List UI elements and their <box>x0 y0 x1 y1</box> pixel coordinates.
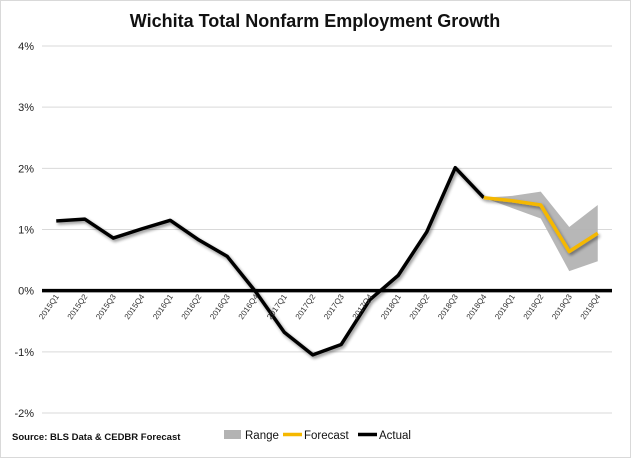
x-tick-label: 2019Q2 <box>522 292 546 321</box>
actual-series-line <box>56 165 486 357</box>
x-tick-label: 2016Q4 <box>237 292 261 321</box>
x-tick-label: 2016Q1 <box>151 292 175 321</box>
x-tick-label: 2018Q1 <box>379 292 403 321</box>
legend: Range Forecast Actual <box>224 430 411 442</box>
y-tick-label: -2% <box>14 408 34 420</box>
x-tick-label: 2017Q3 <box>322 292 346 321</box>
x-tick-label: 2016Q2 <box>180 292 204 321</box>
x-tick-label: 2018Q4 <box>465 292 489 321</box>
x-tick-label: 2019Q4 <box>579 292 603 321</box>
y-tick-label: -1% <box>14 347 34 359</box>
x-tick-label: 2017Q2 <box>294 292 318 321</box>
legend-label-range: Range <box>245 430 279 442</box>
x-axis: 2015Q1 2015Q2 2015Q3 2015Q4 2016Q1 2016Q2 2016… <box>37 292 603 321</box>
y-tick-label: 0% <box>18 286 34 298</box>
x-tick-label: 2015Q3 <box>94 292 118 321</box>
y-tick-label: 1% <box>18 225 34 237</box>
y-axis: -2% -1% 0% 1% 2% 3% 4% <box>14 41 34 420</box>
x-tick-label: 2015Q1 <box>37 292 61 321</box>
x-tick-label: 2019Q3 <box>550 292 574 321</box>
legend-label-forecast: Forecast <box>304 430 350 442</box>
x-tick-label: 2015Q4 <box>123 292 147 321</box>
legend-label-actual: Actual <box>379 430 411 442</box>
x-tick-label: 2017Q4 <box>351 292 375 321</box>
x-tick-label: 2018Q2 <box>408 292 432 321</box>
x-tick-label: 2019Q1 <box>493 292 517 321</box>
y-tick-label: 3% <box>18 102 34 114</box>
series-layer <box>42 165 612 357</box>
y-tick-label: 2% <box>18 163 34 175</box>
y-tick-label: 4% <box>18 41 34 53</box>
chart-title: Wichita Total Nonfarm Employment Growth <box>130 11 501 31</box>
x-tick-label: 2016Q3 <box>208 292 232 321</box>
x-tick-label: 2015Q2 <box>66 292 90 321</box>
gridlines <box>42 45 612 414</box>
legend-swatch-range <box>224 430 241 439</box>
source-note: Source: BLS Data & CEDBR Forecast <box>12 432 181 443</box>
x-tick-label: 2018Q3 <box>436 292 460 321</box>
x-tick-label: 2017Q1 <box>265 292 289 321</box>
